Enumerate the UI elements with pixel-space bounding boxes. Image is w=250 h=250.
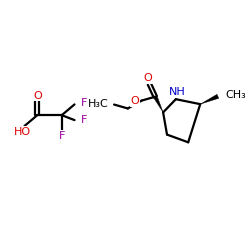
Text: F: F: [58, 131, 65, 141]
Text: O: O: [143, 73, 152, 83]
Text: HO: HO: [14, 127, 31, 137]
Text: CH₃: CH₃: [226, 90, 246, 100]
Text: F: F: [80, 98, 87, 108]
Text: H₃C: H₃C: [88, 98, 108, 108]
Text: O: O: [34, 90, 42, 101]
Text: F: F: [80, 115, 87, 125]
Polygon shape: [200, 94, 219, 104]
Text: NH: NH: [168, 87, 185, 97]
Text: O: O: [131, 96, 140, 106]
Polygon shape: [154, 96, 163, 112]
